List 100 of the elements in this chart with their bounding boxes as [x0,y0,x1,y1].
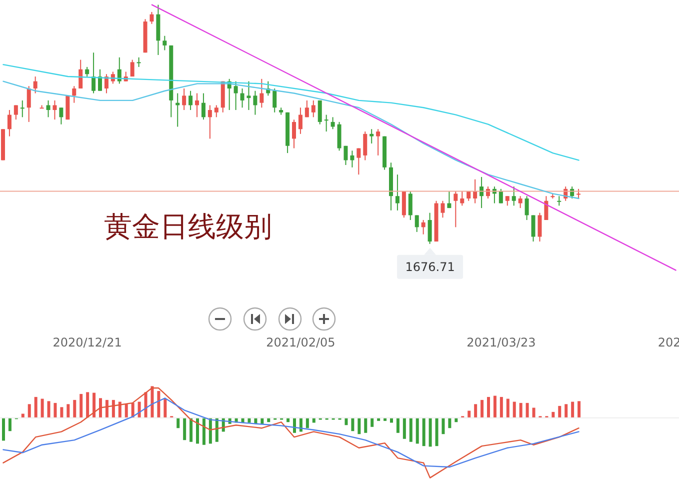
bar [86,392,90,418]
bar [73,400,76,418]
bar [512,402,516,418]
bar [370,418,374,427]
annotation: 1676.71 [405,260,455,274]
candlestick [78,59,83,89]
bar [112,400,115,418]
bar [493,396,496,418]
candlestick [136,56,141,68]
bar [54,402,57,418]
bar [306,418,309,428]
candlestick [92,52,96,94]
candlestick [182,88,186,110]
candlestick [356,148,361,176]
bar [487,396,490,418]
bar [364,418,368,433]
bar [183,418,186,440]
candlestick [52,100,57,120]
candlestick [344,145,348,166]
bar [351,418,354,432]
candlestick [26,86,31,122]
bar [60,407,64,418]
candlestick [524,196,529,220]
bar [176,418,180,428]
candlestick [447,190,452,209]
candlestick [208,104,212,140]
bar [442,418,445,434]
bar [47,401,50,418]
candlestick [260,78,264,108]
bar [532,408,536,418]
bar [422,418,426,446]
candlestick [350,150,354,168]
candlestick [98,68,102,92]
candlestick [376,128,380,156]
candlestick [324,114,328,132]
bar [202,418,206,445]
candlestick [408,190,412,220]
bar [344,418,348,426]
bar [526,402,529,418]
bar [34,396,38,418]
bar [157,390,160,418]
candlestick [304,100,309,118]
x-tick-label: 2021/03/23 [466,336,536,350]
candlestick [512,186,516,206]
bar [409,418,412,442]
candlestick [40,104,44,109]
bar [358,418,361,434]
bar [474,404,478,418]
bar [468,410,471,418]
candlestick [531,214,536,242]
candlestick [402,190,406,218]
candlestick [557,196,562,206]
candlestick [246,80,251,110]
bar [402,418,406,439]
bar [519,402,522,418]
bar [564,404,568,418]
bar [2,418,5,441]
candlestick [318,100,322,125]
x-tick-label: 2021/02/05 [266,336,336,350]
bar [396,418,400,433]
bar [8,418,12,432]
candlestick [7,110,12,137]
bar [480,400,484,418]
bar [416,418,419,444]
candlestick [234,80,238,110]
candlestick [505,196,510,206]
bar [190,418,193,442]
bar [435,418,438,446]
candlestick [117,56,122,84]
bar [196,418,199,444]
candlestick [130,59,134,78]
x-tick-label: 2020/12/21 [52,336,122,350]
bar [92,392,96,418]
bar [99,398,102,418]
candlestick [85,66,90,78]
bar [80,394,83,418]
candlestick [33,76,38,94]
candlestick [72,86,76,104]
bar [506,398,510,418]
candlestick [240,88,244,108]
candlestick [59,107,64,125]
bar [571,402,574,418]
candlestick [460,190,464,206]
bar [105,400,108,418]
candlestick [337,121,342,152]
candlestick [298,107,302,134]
bar [66,404,70,418]
candlestick [421,220,426,235]
candlestick [46,100,50,118]
candlestick [454,190,458,228]
candlestick [20,100,24,118]
bar [28,404,31,418]
bar [578,401,581,418]
candlestick [272,88,277,113]
candlestick [214,104,218,118]
candlestick [201,92,206,120]
bar [40,398,44,418]
candlestick [150,11,154,24]
candlestick [162,35,167,51]
bar [164,398,167,418]
